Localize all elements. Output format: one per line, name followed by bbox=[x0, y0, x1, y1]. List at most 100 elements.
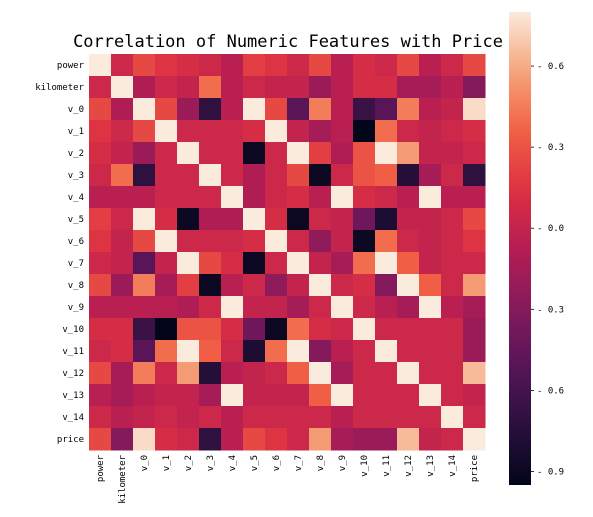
heatmap-cell bbox=[199, 142, 222, 165]
heatmap-cell bbox=[177, 98, 200, 121]
heatmap-cell bbox=[397, 318, 420, 341]
heatmap-cell bbox=[375, 406, 398, 429]
heatmap-cell bbox=[375, 76, 398, 99]
heatmap-cell bbox=[441, 340, 464, 363]
heatmap-cell bbox=[133, 428, 156, 451]
heatmap-cell bbox=[353, 142, 376, 165]
heatmap-cell bbox=[89, 384, 112, 407]
heatmap-cell bbox=[221, 274, 244, 297]
heatmap-cell bbox=[155, 274, 178, 297]
heatmap-cell bbox=[111, 428, 134, 451]
heatmap-cell bbox=[177, 274, 200, 297]
heatmap-cell bbox=[199, 296, 222, 319]
heatmap-cell bbox=[89, 208, 112, 231]
heatmap-cell bbox=[397, 406, 420, 429]
heatmap-cell bbox=[375, 186, 398, 209]
heatmap-cell bbox=[199, 54, 222, 77]
heatmap-cell bbox=[111, 98, 134, 121]
heatmap-cell bbox=[441, 318, 464, 341]
y-tick-label: v_10 bbox=[62, 325, 84, 335]
heatmap-cell bbox=[397, 142, 420, 165]
heatmap-cell bbox=[375, 142, 398, 165]
heatmap-cell bbox=[441, 142, 464, 165]
heatmap-cell bbox=[331, 296, 354, 319]
heatmap-cell bbox=[309, 318, 332, 341]
heatmap-cell bbox=[155, 98, 178, 121]
heatmap-cell bbox=[375, 318, 398, 341]
heatmap-cell bbox=[463, 384, 486, 407]
heatmap-cell bbox=[199, 186, 222, 209]
heatmap-cell bbox=[309, 142, 332, 165]
heatmap-cell bbox=[375, 98, 398, 121]
heatmap-cell bbox=[309, 274, 332, 297]
heatmap-cell bbox=[441, 406, 464, 429]
heatmap-cell bbox=[221, 318, 244, 341]
heatmap-cell bbox=[309, 54, 332, 77]
heatmap-cell bbox=[199, 76, 222, 99]
x-tick-label: v_0 bbox=[140, 455, 150, 471]
heatmap-cell bbox=[133, 406, 156, 429]
heatmap-cell bbox=[155, 54, 178, 77]
heatmap-cell bbox=[243, 384, 266, 407]
heatmap-cell bbox=[243, 120, 266, 143]
heatmap-cell bbox=[89, 318, 112, 341]
heatmap-cell bbox=[155, 186, 178, 209]
heatmap-cell bbox=[89, 120, 112, 143]
heatmap-cell bbox=[221, 230, 244, 253]
heatmap-cell bbox=[221, 164, 244, 187]
heatmap-cell bbox=[265, 120, 288, 143]
heatmap-cell bbox=[419, 98, 442, 121]
heatmap-cell bbox=[177, 208, 200, 231]
heatmap-cells bbox=[89, 54, 486, 451]
heatmap-cell bbox=[155, 296, 178, 319]
heatmap-cell bbox=[155, 428, 178, 451]
heatmap-cell bbox=[331, 362, 354, 385]
heatmap-cell bbox=[419, 142, 442, 165]
heatmap-cell bbox=[111, 208, 134, 231]
heatmap-cell bbox=[221, 406, 244, 429]
heatmap-cell bbox=[353, 230, 376, 253]
heatmap-cell bbox=[199, 340, 222, 363]
heatmap-cell bbox=[133, 98, 156, 121]
y-tick-label: v_13 bbox=[62, 391, 84, 401]
heatmap-cell bbox=[177, 340, 200, 363]
heatmap-cell bbox=[331, 230, 354, 253]
heatmap-cell bbox=[133, 76, 156, 99]
heatmap-cell bbox=[353, 252, 376, 275]
heatmap-cell bbox=[111, 142, 134, 165]
heatmap-cell bbox=[265, 318, 288, 341]
heatmap-cell bbox=[199, 274, 222, 297]
colorbar-tick-label: - 0.9 bbox=[537, 467, 564, 477]
heatmap-cell bbox=[177, 186, 200, 209]
heatmap-cell bbox=[89, 142, 112, 165]
heatmap-cell bbox=[287, 164, 310, 187]
heatmap-cell bbox=[243, 186, 266, 209]
heatmap-cell bbox=[265, 296, 288, 319]
colorbar-tick-label: - 0.3 bbox=[537, 143, 564, 153]
heatmap-cell bbox=[177, 54, 200, 77]
heatmap-cell bbox=[419, 318, 442, 341]
heatmap-cell bbox=[375, 274, 398, 297]
heatmap-cell bbox=[155, 230, 178, 253]
colorbar-tick-label: - 0.3 bbox=[537, 305, 564, 315]
heatmap-cell bbox=[243, 208, 266, 231]
heatmap-cell bbox=[265, 362, 288, 385]
heatmap-cell bbox=[265, 340, 288, 363]
heatmap-cell bbox=[353, 340, 376, 363]
heatmap-cell bbox=[265, 406, 288, 429]
heatmap-cell bbox=[463, 54, 486, 77]
heatmap-cell bbox=[463, 340, 486, 363]
x-tick-label: price bbox=[470, 455, 480, 482]
heatmap-cell bbox=[419, 340, 442, 363]
heatmap-cell bbox=[375, 164, 398, 187]
y-tick-label: v_7 bbox=[68, 259, 84, 269]
heatmap-cell bbox=[463, 428, 486, 451]
heatmap-cell bbox=[155, 76, 178, 99]
heatmap-cell bbox=[397, 208, 420, 231]
heatmap-cell bbox=[375, 340, 398, 363]
x-tick-label: v_3 bbox=[206, 455, 216, 471]
heatmap-cell bbox=[221, 362, 244, 385]
heatmap-cell bbox=[177, 252, 200, 275]
x-tick-label: kilometer bbox=[118, 454, 128, 503]
